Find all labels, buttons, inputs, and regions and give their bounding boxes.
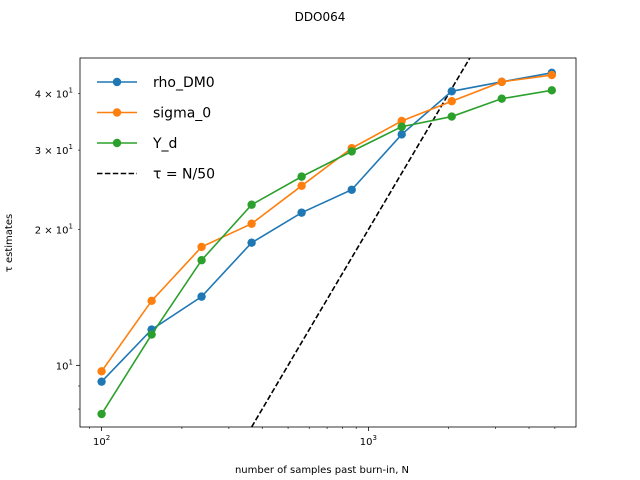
data-point-Y_d-4 [297, 172, 306, 181]
legend-marker-2 [112, 138, 122, 148]
data-point-sigma_0-8 [497, 77, 506, 87]
data-point-rho_DM0-7 [447, 87, 456, 96]
data-point-sigma_0-3 [247, 219, 256, 228]
x-tick-label-1: 103 [360, 434, 377, 448]
data-point-Y_d-2 [197, 256, 206, 265]
x-tick-label-exponent-0: 2 [106, 434, 110, 442]
data-point-sigma_0-9 [547, 70, 557, 80]
series-line-rho_DM0 [101, 72, 552, 383]
y-axis-title: τ estimates [4, 214, 15, 272]
series-line-sigma_0 [100, 74, 552, 372]
data-point-rho_DM0-5 [347, 185, 356, 194]
y-tick-label-exponent-3: 1 [69, 87, 73, 95]
data-point-Y_d-8 [497, 94, 506, 103]
data-point-rho_DM0-2 [197, 292, 206, 301]
x-axis-title: number of samples past burn-in, N [235, 465, 409, 476]
data-point-sigma_0-1 [147, 296, 156, 306]
data-point-rho_DM0-0 [97, 377, 106, 386]
x-tick-label-0: 102 [93, 434, 110, 448]
y-tick-label-3: 4 × 101 [35, 87, 73, 101]
data-point-rho_DM0-4 [297, 208, 306, 217]
y-tick-label-2: 3 × 101 [35, 143, 73, 157]
data-point-Y_d-6 [397, 122, 406, 131]
y-tick-label-1: 2 × 101 [35, 223, 73, 237]
axes-ticks: 102 103 101 2 × 101 3 × 101 4 × 101 [35, 87, 556, 448]
plot-frame [79, 57, 577, 428]
data-point-sigma_0-0 [97, 367, 106, 376]
data-point-Y_d-0 [97, 409, 106, 419]
y-tick-label-exponent-0: 1 [69, 358, 73, 366]
plot-area [97, 58, 557, 427]
chart-title: DDO064 [295, 10, 346, 24]
data-point-rho_DM0-6 [397, 130, 406, 139]
legend-marker-1 [112, 108, 122, 117]
data-point-Y_d-3 [247, 200, 256, 209]
legend-label-2: Y_d [152, 136, 177, 152]
data-point-Y_d-1 [147, 330, 156, 339]
x-tick-label-exponent-1: 3 [373, 434, 377, 442]
series-line-Y_d [100, 89, 552, 415]
data-point-rho_DM0-3 [247, 238, 256, 247]
data-point-Y_d-5 [347, 147, 356, 156]
data-point-sigma_0-2 [197, 242, 206, 252]
legend-label-1: sigma_0 [153, 106, 211, 122]
legend: rho_DM0 sigma_0 Y_d τ = N/50 [97, 75, 215, 183]
data-point-sigma_0-7 [447, 97, 456, 106]
y-tick-label-exponent-2: 1 [69, 143, 73, 151]
data-point-Y_d-9 [547, 86, 557, 95]
data-point-Y_d-7 [447, 112, 456, 121]
y-tick-label-0: 101 [56, 358, 73, 372]
reference-line [250, 58, 471, 427]
y-tick-label-exponent-1: 1 [69, 223, 73, 231]
data-point-sigma_0-4 [297, 181, 306, 191]
legend-marker-0 [112, 77, 122, 87]
legend-label-0: rho_DM0 [153, 75, 215, 91]
legend-label-3: τ = N/50 [153, 167, 215, 183]
